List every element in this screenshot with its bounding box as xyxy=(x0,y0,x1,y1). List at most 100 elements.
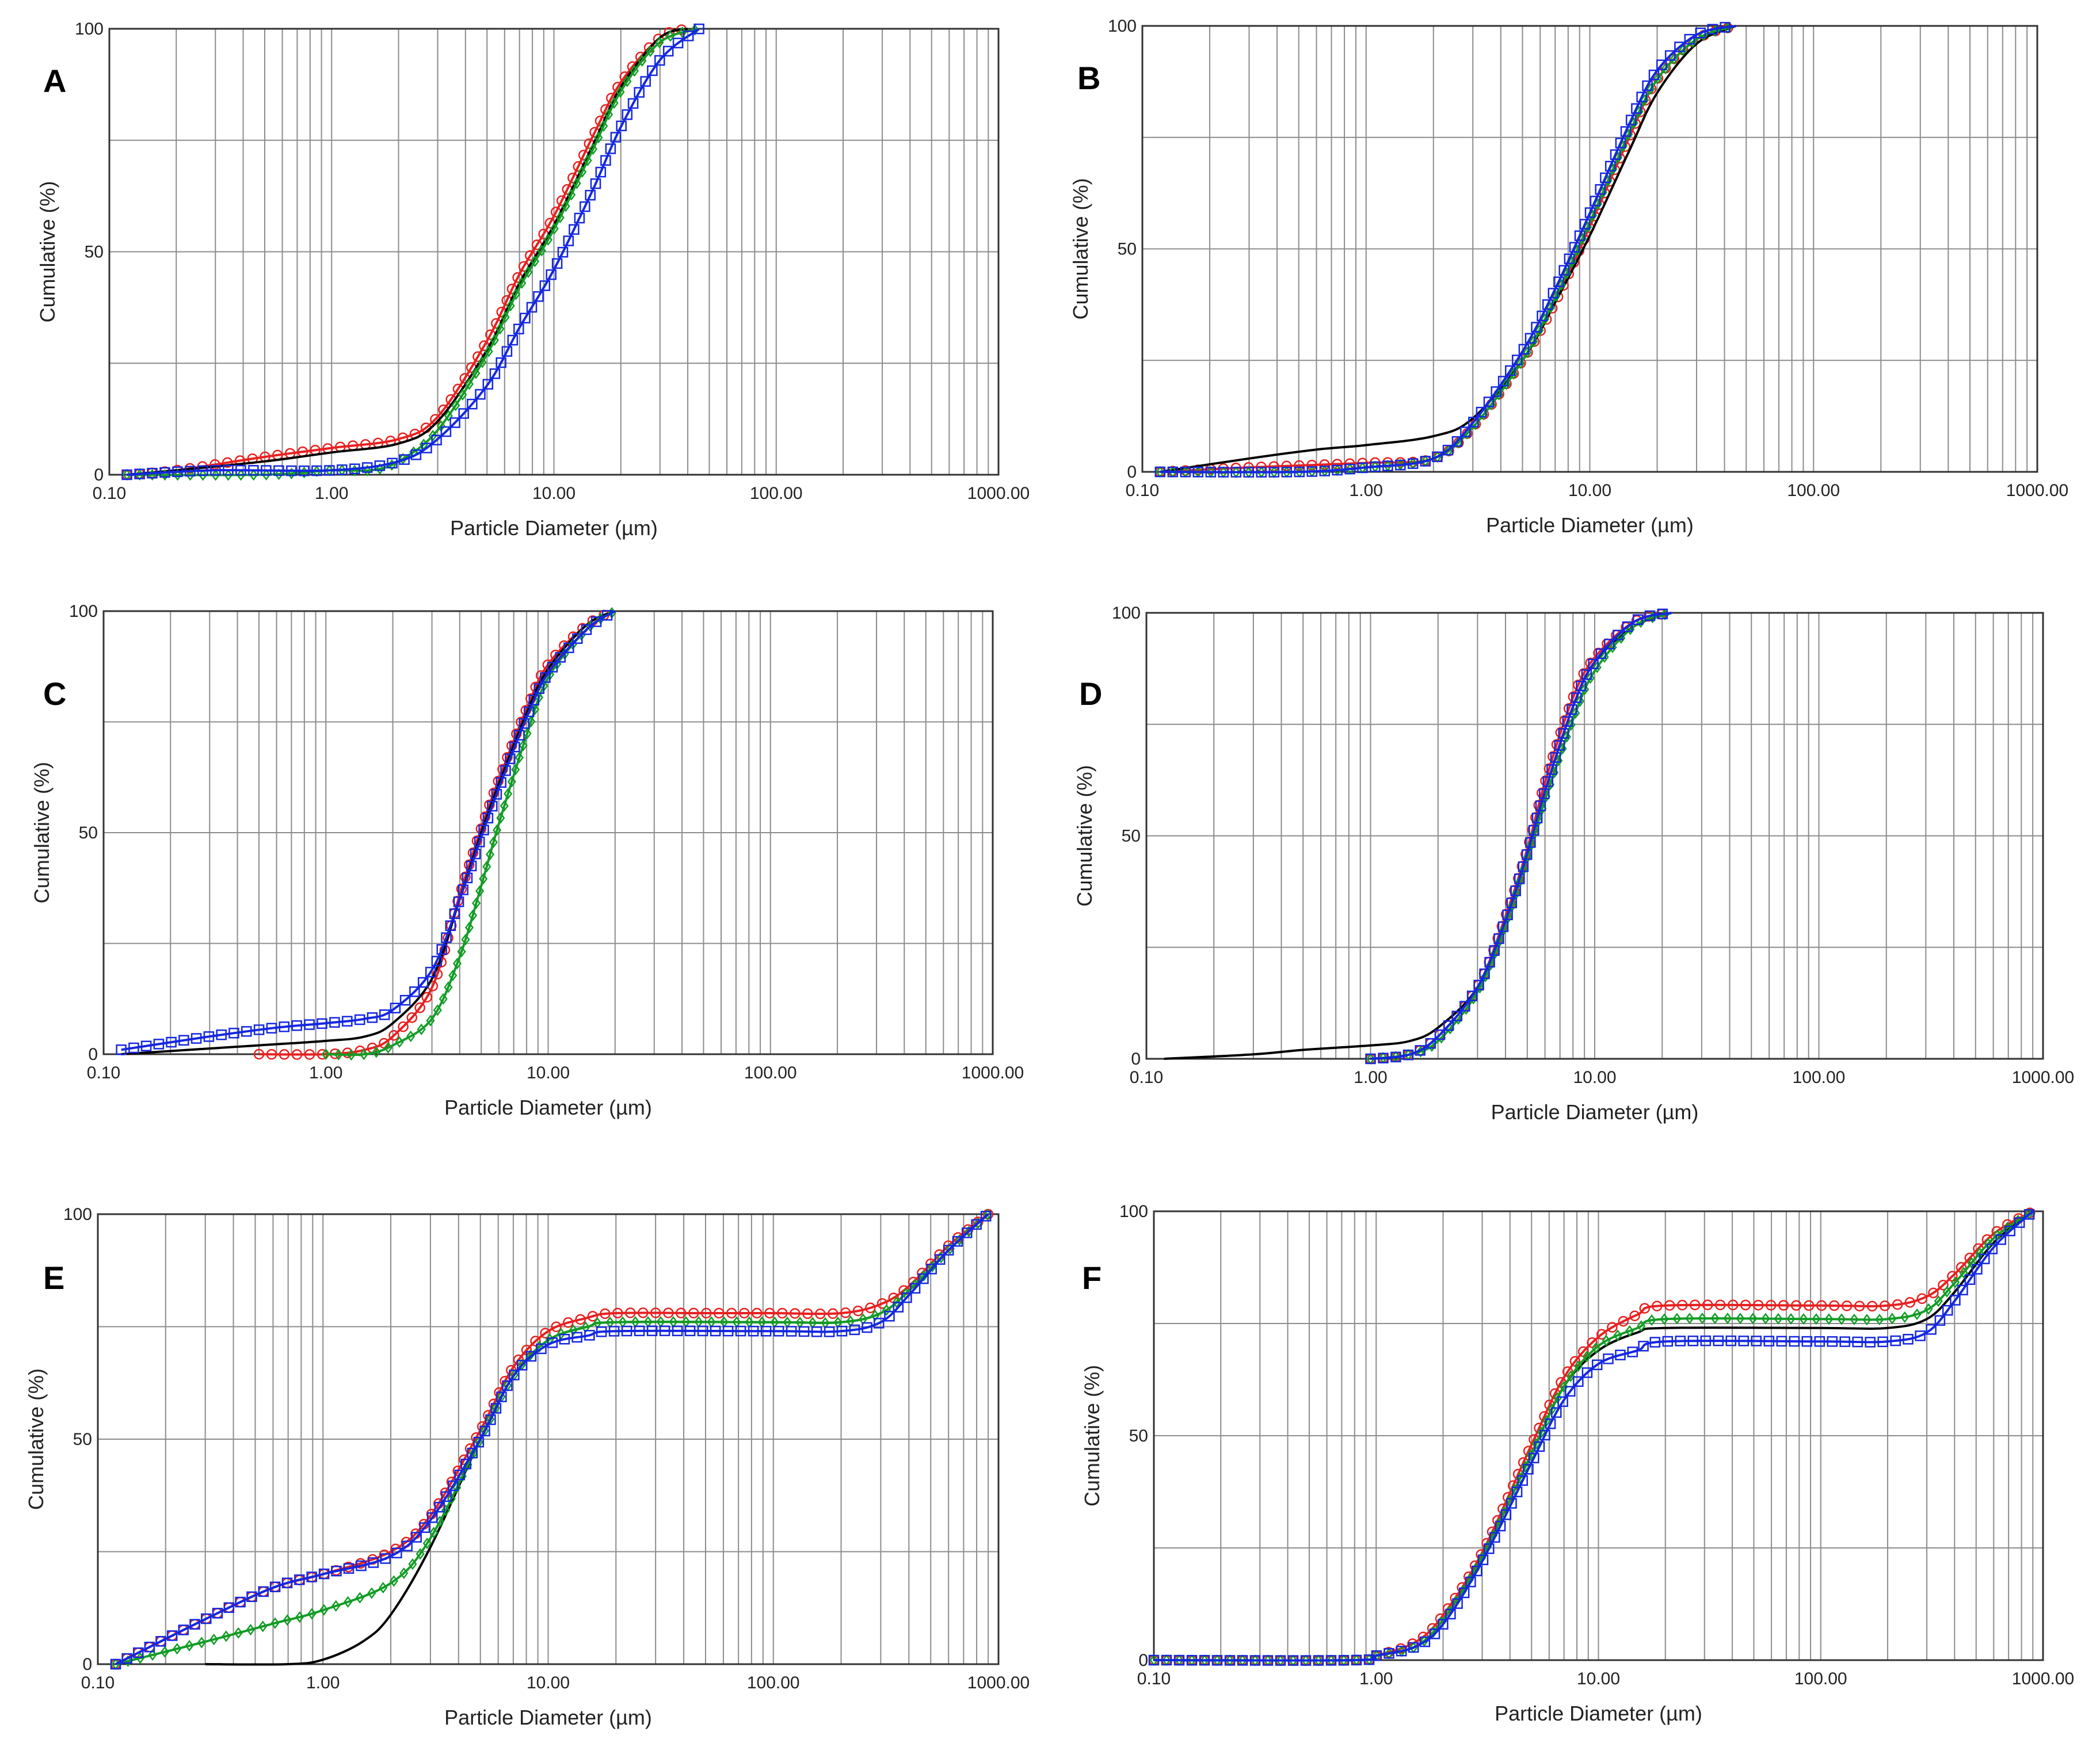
data-point xyxy=(462,872,473,883)
data-point xyxy=(273,465,284,476)
data-point xyxy=(1607,1322,1618,1333)
data-point xyxy=(185,466,196,477)
data-point xyxy=(1535,800,1546,811)
data-point xyxy=(342,1016,353,1027)
data-point xyxy=(1199,1654,1210,1666)
data-point xyxy=(452,958,462,970)
x-tick-label: 1.00 xyxy=(315,484,348,503)
data-point xyxy=(574,212,585,224)
x-tick-label: 0.10 xyxy=(1126,481,1159,500)
data-point xyxy=(485,1414,496,1425)
data-point xyxy=(1664,50,1676,61)
plot-frame xyxy=(1141,25,2038,473)
plot-frame xyxy=(102,610,994,1055)
data-point xyxy=(1325,1655,1337,1666)
data-point xyxy=(1752,1299,1764,1311)
data-point xyxy=(1620,126,1632,137)
data-point xyxy=(1602,1334,1611,1347)
data-point xyxy=(802,1308,813,1319)
data-point xyxy=(1725,1335,1737,1347)
data-point xyxy=(2004,1225,2015,1237)
x-tick-label: 100.00 xyxy=(1787,481,1840,500)
data-point xyxy=(1573,1376,1584,1387)
data-point xyxy=(1814,1336,1825,1347)
data-point xyxy=(980,1211,992,1222)
data-point xyxy=(291,1049,303,1060)
data-point xyxy=(605,143,616,154)
data-point xyxy=(1473,979,1484,991)
data-point xyxy=(1521,849,1533,860)
data-point xyxy=(1564,253,1575,265)
y-tick-label: 50 xyxy=(1122,827,1141,846)
data-point xyxy=(1736,1313,1745,1325)
data-point xyxy=(344,1596,353,1608)
data-point xyxy=(411,1532,422,1543)
data-point xyxy=(398,1021,409,1032)
data-point xyxy=(1558,265,1569,276)
data-point xyxy=(764,1307,775,1319)
data-point xyxy=(444,410,453,422)
data-point xyxy=(317,1018,327,1029)
data-point xyxy=(1790,1300,1802,1311)
data-point xyxy=(1567,719,1576,731)
data-point xyxy=(160,1646,169,1658)
data-point xyxy=(1534,1441,1545,1452)
data-point xyxy=(258,1586,269,1597)
data-point xyxy=(533,683,544,694)
data-point xyxy=(399,1567,409,1580)
data-point xyxy=(1581,669,1592,680)
data-point xyxy=(390,1002,401,1014)
data-point xyxy=(1429,1628,1440,1639)
y-tick-label: 100 xyxy=(1112,604,1141,623)
data-point xyxy=(1465,1576,1476,1588)
data-point xyxy=(625,1307,636,1318)
data-point xyxy=(1415,1045,1426,1056)
x-tick-label: 10.00 xyxy=(1577,1669,1620,1688)
panel-letter: C xyxy=(43,676,66,712)
data-point xyxy=(600,155,611,166)
data-point xyxy=(1420,456,1431,467)
data-point xyxy=(1584,207,1596,218)
data-point xyxy=(1675,1336,1686,1347)
data-point xyxy=(1596,1329,1607,1340)
data-point xyxy=(1786,1313,1796,1325)
data-point xyxy=(1595,648,1607,659)
data-point xyxy=(324,465,335,476)
data-point xyxy=(1576,680,1587,692)
x-tick-label: 1.00 xyxy=(1354,1068,1387,1087)
data-point xyxy=(630,65,639,77)
y-tick-label: 0 xyxy=(94,466,104,485)
data-point xyxy=(228,1028,239,1039)
data-point xyxy=(1539,788,1550,799)
panel-letter: E xyxy=(43,1260,64,1296)
data-point xyxy=(1555,727,1567,738)
data-point xyxy=(1535,324,1544,337)
data-point xyxy=(600,1308,611,1319)
data-point xyxy=(414,1002,425,1013)
data-point xyxy=(294,1574,305,1585)
data-point xyxy=(311,465,322,476)
data-point xyxy=(578,166,587,178)
data-point xyxy=(627,98,639,109)
data-point xyxy=(417,977,429,988)
data-point xyxy=(505,753,516,764)
data-point xyxy=(1591,1359,1603,1371)
panel-letter: A xyxy=(43,63,66,99)
data-point xyxy=(178,1624,189,1635)
data-point xyxy=(1497,376,1509,387)
data-point xyxy=(1173,1654,1185,1666)
data-point xyxy=(110,1658,121,1670)
data-point xyxy=(824,1326,835,1337)
data-point xyxy=(1287,1655,1299,1666)
data-point xyxy=(1972,1264,1983,1275)
data-point xyxy=(584,1330,595,1341)
data-point xyxy=(1268,467,1280,478)
data-point xyxy=(1580,683,1590,696)
data-point xyxy=(569,224,580,235)
data-point xyxy=(536,1343,547,1355)
data-point xyxy=(1816,1300,1827,1311)
data-point xyxy=(722,1325,734,1337)
data-point xyxy=(287,467,296,479)
data-point xyxy=(555,652,566,663)
data-point xyxy=(501,311,510,323)
